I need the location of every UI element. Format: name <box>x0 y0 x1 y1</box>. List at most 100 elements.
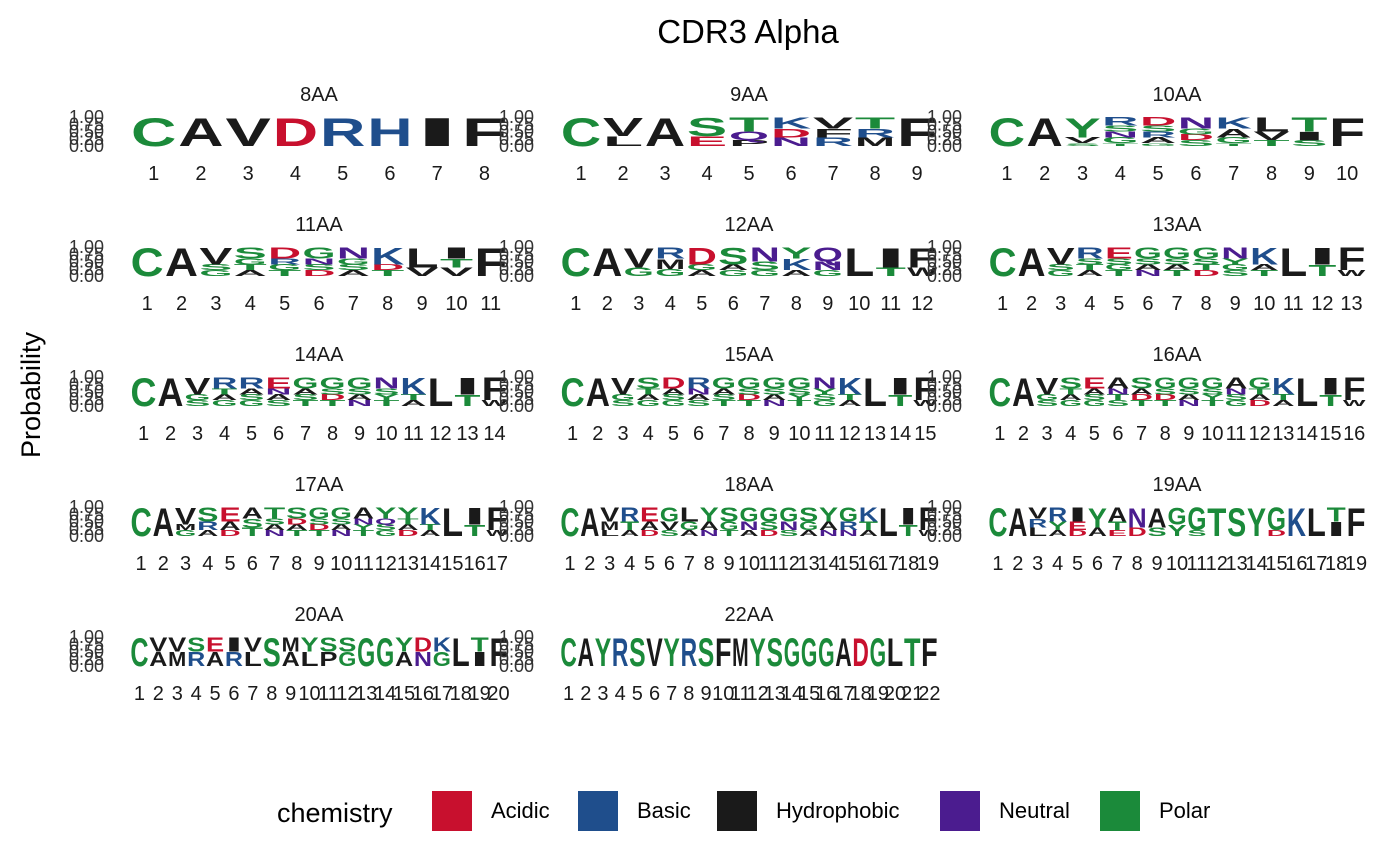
x-tick-label: 16 <box>1343 423 1365 445</box>
logo-letter: A <box>1134 263 1162 272</box>
logo-letter: C <box>560 629 576 675</box>
logo-letter: K <box>420 503 442 530</box>
x-tick-label: 5 <box>246 423 257 445</box>
logo-letter: A <box>700 520 719 534</box>
y-tick-label: 0.75 <box>499 244 534 264</box>
logo-letter: A <box>282 647 300 670</box>
logo-letter: D <box>273 110 318 155</box>
logo-letter: G <box>1154 374 1177 392</box>
y-tick-label: 0.25 <box>69 389 104 409</box>
logo-letter: L <box>879 499 898 545</box>
logo-letter: N <box>687 387 711 396</box>
logo-letter: T <box>904 631 921 676</box>
logo-letter: S <box>1221 269 1249 278</box>
x-tick-label: 6 <box>1112 423 1123 445</box>
logo-letter: D <box>303 269 336 278</box>
x-tick-label: 4 <box>191 683 202 705</box>
logo-letter: A <box>739 529 758 538</box>
logo-letter: S <box>1187 529 1206 538</box>
x-tick-label: 1 <box>563 683 574 705</box>
logo-letter: R <box>855 126 895 140</box>
logo-letter: G <box>1036 393 1059 402</box>
x-tick-label: 7 <box>827 163 838 185</box>
logo-letter: S <box>331 517 352 526</box>
facet-title: 13AA <box>1153 214 1203 236</box>
x-tick-label: 2 <box>592 423 603 445</box>
y-tick-label: 0.25 <box>69 519 104 539</box>
x-tick-label: 19 <box>867 683 889 705</box>
logo-letter: V <box>1047 243 1075 270</box>
logo-letter: R <box>687 374 711 392</box>
logo-letter: R <box>655 244 685 262</box>
logo-letter: S <box>1163 257 1191 266</box>
x-tick-label: 4 <box>245 293 256 315</box>
logo-letter: E <box>1083 374 1106 392</box>
logo-letter: S <box>718 242 748 269</box>
logo-letter: G <box>1047 269 1075 278</box>
logo-letter: S <box>1201 388 1224 397</box>
logo-letter: G <box>787 375 811 393</box>
x-tick-label: 4 <box>202 553 213 575</box>
logo-letter: T <box>293 399 319 408</box>
x-tick-label: 12 <box>778 553 800 575</box>
y-tick-label: 1.00 <box>927 497 962 517</box>
x-tick-label: 16 <box>1285 553 1307 575</box>
x-tick-label: 11 <box>730 683 751 705</box>
x-tick-label: 1 <box>564 553 575 575</box>
logo-letter: N <box>750 243 780 266</box>
logo-letter: K <box>401 373 427 400</box>
x-tick-label: 18 <box>897 553 919 575</box>
logo-letter: Y <box>700 504 720 526</box>
logo-letter: A <box>1008 501 1027 546</box>
y-tick-label: 1.00 <box>69 237 104 257</box>
y-tick-label: 0.00 <box>499 266 534 286</box>
logo-letter: M <box>168 649 186 671</box>
x-tick-label: 12 <box>375 553 397 575</box>
logo-letter: V <box>600 504 620 526</box>
logo-letter: T <box>286 529 308 538</box>
logo-letter: C <box>561 369 585 415</box>
logo-letter: F <box>482 371 508 407</box>
logo-letter: G <box>1225 399 1248 408</box>
logo-letter: A <box>264 523 286 532</box>
x-tick-label: 5 <box>1089 423 1100 445</box>
logo-letter: A <box>712 387 736 396</box>
logo-letter: L <box>603 134 643 150</box>
y-tick-label: 0.50 <box>69 642 104 662</box>
y-tick-label: 1.00 <box>69 107 104 127</box>
logo-letter: T <box>1108 520 1128 533</box>
logo-letter: T <box>455 391 481 409</box>
x-tick-label: 2 <box>602 293 613 315</box>
logo-letter: A <box>835 629 851 675</box>
logo-letter: H <box>367 110 412 155</box>
x-tick-label: 12 <box>1206 553 1228 575</box>
logo-letter: T <box>234 263 268 272</box>
logo-letter: R <box>612 629 628 675</box>
logo-letter: R <box>212 374 238 392</box>
x-tick-label: 18 <box>450 683 472 705</box>
y-tick-label: 0.50 <box>499 252 534 272</box>
x-tick-label: 12 <box>839 423 861 445</box>
logo-letter: N <box>1107 387 1130 396</box>
logo-letter: V <box>406 265 439 279</box>
logo-letter: W <box>907 266 937 279</box>
logo-letter: G <box>750 269 780 278</box>
x-tick-label: 11 <box>880 293 901 315</box>
logo-letter: T <box>888 392 913 410</box>
logo-letter: S <box>720 504 739 526</box>
x-tick-label: 2 <box>165 423 176 445</box>
legend-swatch <box>940 791 980 831</box>
logo-letter: E <box>1108 529 1127 538</box>
logo-letter: T <box>838 393 863 402</box>
x-tick-label: 4 <box>1115 163 1126 185</box>
logo-letter: S <box>1192 257 1220 266</box>
logo-letter: V <box>440 265 473 279</box>
x-tick-label: 10 <box>298 683 320 705</box>
logo-letter: E <box>1068 519 1087 533</box>
logo-letter: D <box>1248 399 1271 408</box>
logo-letter: G <box>1192 244 1220 262</box>
y-tick-label: 0.00 <box>69 526 104 546</box>
logo-letter: L <box>680 503 699 526</box>
